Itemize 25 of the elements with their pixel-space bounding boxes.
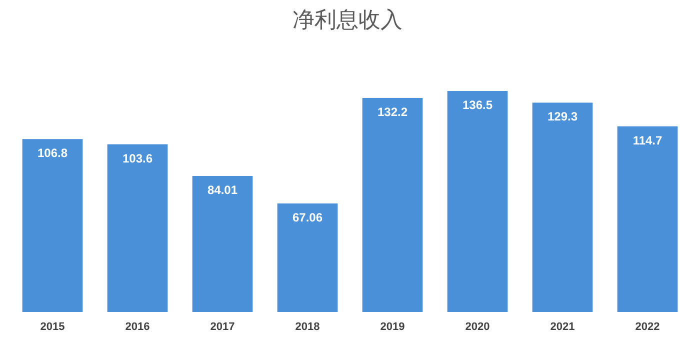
bar <box>192 176 253 312</box>
x-tick-label: 2017 <box>210 321 235 333</box>
x-tick-label: 2016 <box>125 321 150 333</box>
bar <box>22 139 83 312</box>
data-label: 132.2 <box>377 104 408 119</box>
data-label: 67.06 <box>292 210 323 224</box>
x-tick-label: 2021 <box>550 321 575 333</box>
bar <box>277 203 338 312</box>
bar <box>362 98 423 312</box>
x-tick-label: 2018 <box>295 321 320 333</box>
data-label: 103.6 <box>122 151 153 166</box>
x-tick-label: 2022 <box>635 321 660 333</box>
bar <box>532 102 593 312</box>
data-label: 136.5 <box>462 98 493 112</box>
chart-title: 净利息收入 <box>292 7 402 32</box>
x-tick-label: 2015 <box>40 321 65 333</box>
data-label: 114.7 <box>632 133 663 148</box>
x-tick-label: 2019 <box>380 321 405 333</box>
bar <box>447 91 508 312</box>
data-label: 106.8 <box>37 146 68 160</box>
bar <box>107 144 168 312</box>
x-tick-label: 2020 <box>465 321 490 333</box>
bar <box>617 126 678 312</box>
data-label: 84.01 <box>207 182 238 197</box>
data-label: 129.3 <box>547 110 578 124</box>
